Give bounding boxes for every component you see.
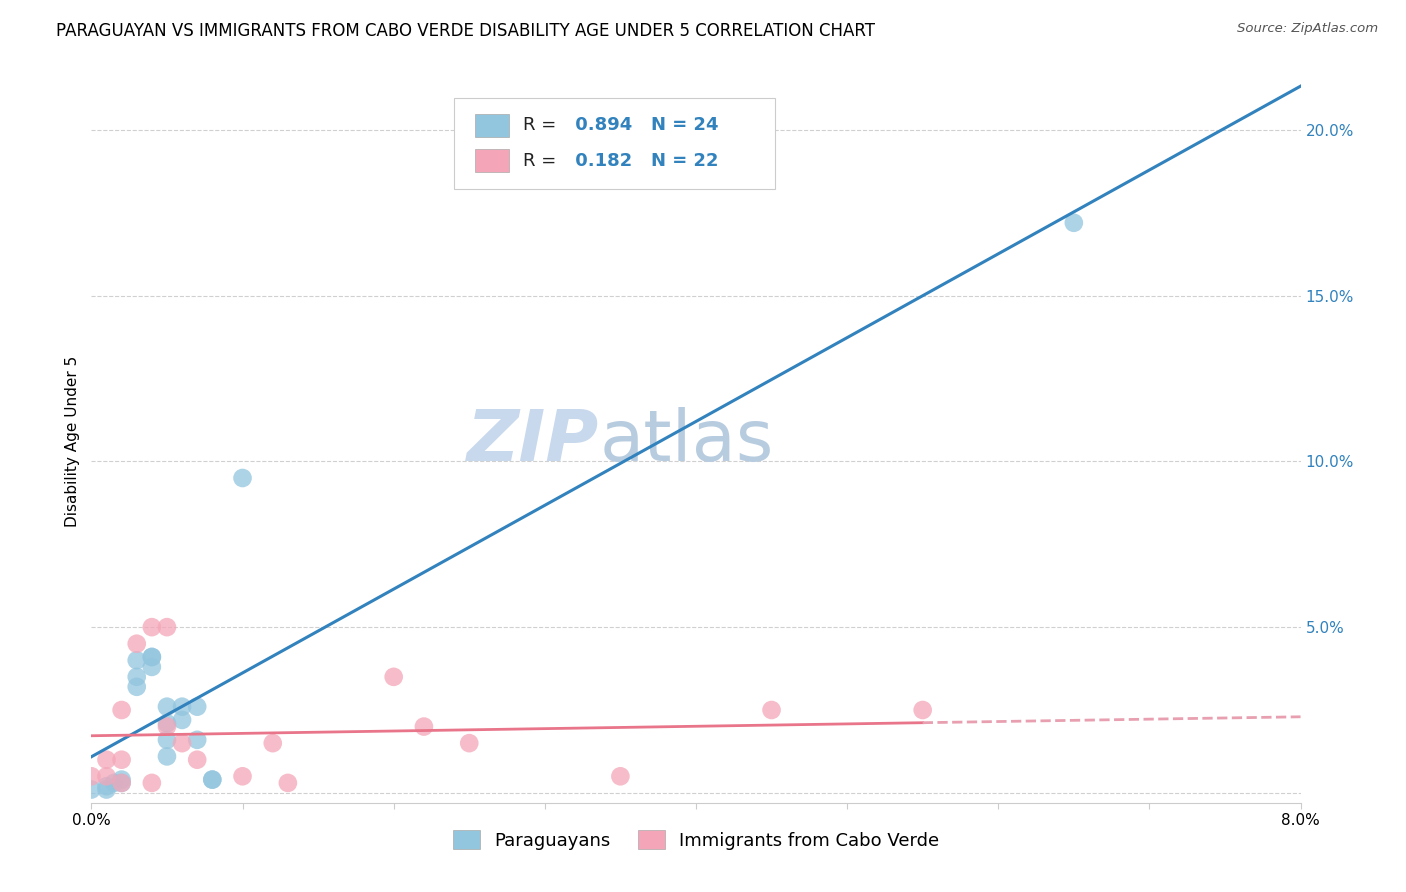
Point xyxy=(125,670,148,684)
Text: 0.894   N = 24: 0.894 N = 24 xyxy=(569,116,718,134)
Point xyxy=(141,650,163,665)
FancyBboxPatch shape xyxy=(475,149,509,172)
Point xyxy=(172,699,194,714)
Point xyxy=(201,772,224,787)
Point xyxy=(141,660,163,674)
Point xyxy=(1063,216,1085,230)
Text: PARAGUAYAN VS IMMIGRANTS FROM CABO VERDE DISABILITY AGE UNDER 5 CORRELATION CHAR: PARAGUAYAN VS IMMIGRANTS FROM CABO VERDE… xyxy=(56,22,876,40)
Point xyxy=(156,699,179,714)
Point xyxy=(262,736,284,750)
Point xyxy=(277,776,299,790)
Point xyxy=(96,779,118,793)
Point xyxy=(911,703,934,717)
FancyBboxPatch shape xyxy=(475,113,509,136)
Point xyxy=(172,713,194,727)
Text: Source: ZipAtlas.com: Source: ZipAtlas.com xyxy=(1237,22,1378,36)
Point xyxy=(125,637,148,651)
Point xyxy=(156,749,179,764)
Point xyxy=(111,703,132,717)
Point xyxy=(141,620,163,634)
Point xyxy=(111,776,132,790)
Point xyxy=(156,720,179,734)
Text: 0.182   N = 22: 0.182 N = 22 xyxy=(569,153,718,170)
Point xyxy=(111,772,132,787)
Point xyxy=(141,776,163,790)
Point xyxy=(609,769,631,783)
Point xyxy=(80,782,103,797)
Point xyxy=(125,680,148,694)
Point xyxy=(231,471,253,485)
Point xyxy=(186,732,208,747)
Point xyxy=(413,720,436,734)
Point xyxy=(761,703,783,717)
Point xyxy=(96,769,118,783)
Point xyxy=(103,776,125,790)
Point xyxy=(111,776,132,790)
Point xyxy=(80,769,103,783)
Point xyxy=(111,753,132,767)
Text: ZIP: ZIP xyxy=(467,407,599,476)
Text: atlas: atlas xyxy=(599,407,773,476)
Point xyxy=(141,650,163,665)
Text: R =: R = xyxy=(523,153,562,170)
Point xyxy=(156,732,179,747)
Point xyxy=(186,753,208,767)
FancyBboxPatch shape xyxy=(454,98,775,189)
Point xyxy=(186,699,208,714)
Point xyxy=(458,736,481,750)
Point xyxy=(125,653,148,667)
Point xyxy=(156,620,179,634)
Y-axis label: Disability Age Under 5: Disability Age Under 5 xyxy=(65,356,80,527)
Point xyxy=(201,772,224,787)
Point xyxy=(172,736,194,750)
Legend: Paraguayans, Immigrants from Cabo Verde: Paraguayans, Immigrants from Cabo Verde xyxy=(444,822,948,859)
Point xyxy=(231,769,253,783)
Point xyxy=(156,716,179,731)
Point xyxy=(96,782,118,797)
Point xyxy=(96,753,118,767)
Text: R =: R = xyxy=(523,116,562,134)
Point xyxy=(382,670,405,684)
